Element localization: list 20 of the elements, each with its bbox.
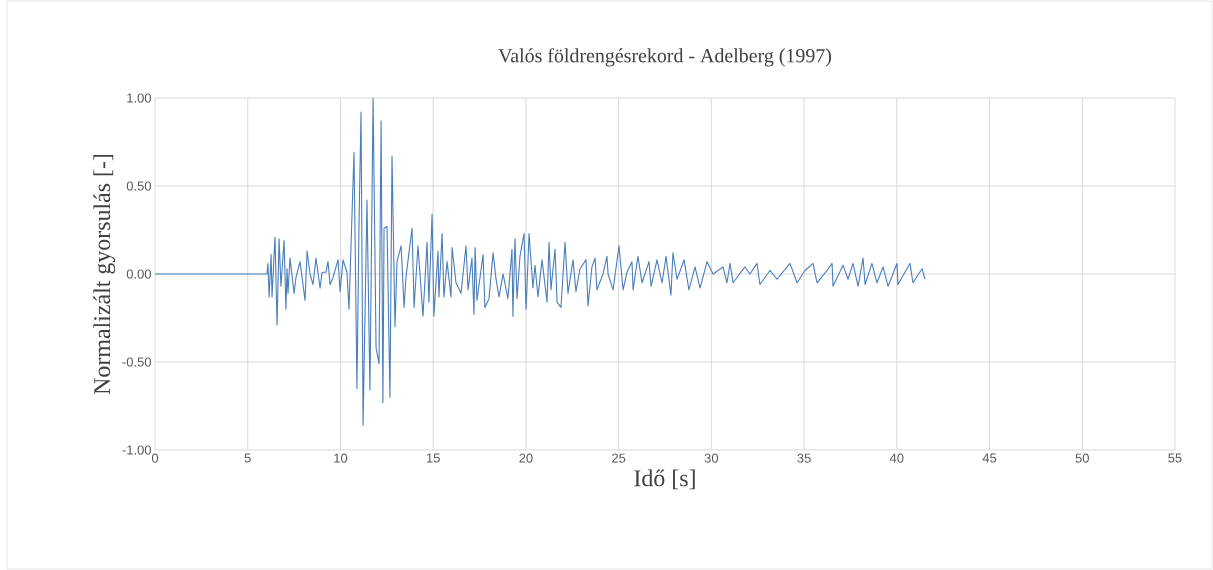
y-axis-title: Normalizált gyorsulás [-] [93, 154, 116, 395]
x-tick-label: 45 [982, 453, 997, 463]
x-tick-label: 35 [797, 453, 811, 463]
x-tick-label: 0 [151, 453, 159, 463]
x-axis-title: Idő [s] [634, 469, 695, 490]
y-tick-label: 1.00 [127, 93, 151, 103]
y-tick-label: -0.50 [122, 357, 151, 367]
y-tick-label: 0.00 [126, 269, 151, 279]
x-tick-label: 55 [1168, 453, 1182, 463]
chart-title: Valós földrengésrekord - Adelberg (1997) [498, 48, 832, 67]
y-tick-label: 0.50 [126, 181, 151, 191]
x-tick-label: 30 [704, 453, 719, 463]
y-tick-label: -1.00 [122, 445, 151, 455]
x-tick-label: 15 [426, 453, 440, 463]
x-tick-label: 25 [612, 453, 626, 463]
x-tick-label: 40 [889, 453, 904, 463]
x-tick-label: 10 [334, 453, 348, 463]
x-tick-label: 50 [1075, 453, 1089, 463]
x-tick-label: 20 [519, 453, 533, 463]
x-tick-label: 5 [244, 453, 251, 463]
